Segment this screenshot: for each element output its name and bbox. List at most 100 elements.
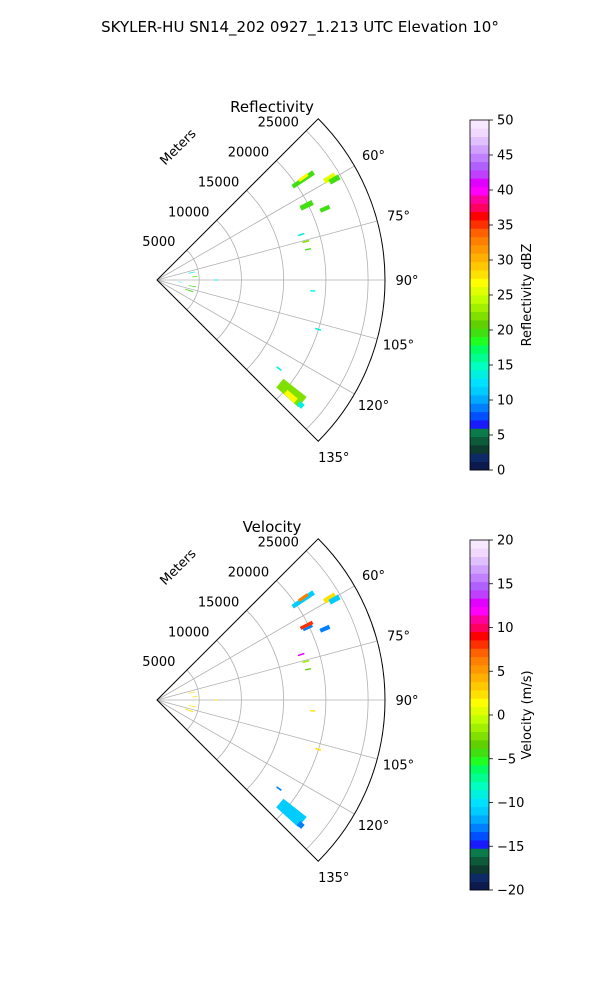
velocity-colorbar-tick-label: −20: [497, 884, 524, 899]
velocity-sector-frame: [156, 538, 386, 862]
velocity-azimuth-gridline-0: [156, 585, 355, 701]
velocity-echo: [299, 620, 314, 630]
velocity-azimuth-tick-label: 105°: [383, 759, 414, 774]
velocity-colorbar-tick-label: 20: [497, 534, 514, 549]
reflectivity-echo: [276, 378, 307, 408]
reflectivity-echo: [188, 285, 197, 288]
reflectivity-echo: [322, 172, 337, 184]
velocity-azimuth-gridline-4: [156, 699, 355, 815]
reflectivity-colorbar-segment: [470, 228, 489, 238]
velocity-azimuth-tick-label: 90°: [395, 694, 418, 709]
reflectivity-azimuth-tick-label: 75°: [387, 209, 410, 224]
reflectivity-panel: Reflectivity Meters 5000 10000 15000 20000 2…: [142, 98, 535, 479]
velocity-range-tick-label: 20000: [228, 566, 269, 581]
velocity-colorbar-segment: [470, 773, 489, 783]
velocity-colorbar-segment: [470, 740, 489, 749]
reflectivity-colorbar-segment: [470, 153, 489, 163]
velocity-echo: [302, 624, 313, 632]
reflectivity-echo: [297, 232, 305, 237]
reflectivity-echo: [319, 204, 331, 213]
velocity-colorbar-segment: [470, 615, 489, 624]
velocity-colorbar-segment: [470, 798, 489, 808]
reflectivity-echo: [304, 248, 312, 251]
velocity-echo: [302, 659, 310, 664]
reflectivity-colorbar-segment: [470, 236, 489, 246]
reflectivity-colorbar-segment: [470, 278, 489, 288]
velocity-colorbar-segment: [470, 790, 489, 799]
velocity-colorbar-segment: [470, 673, 489, 683]
velocity-colorbar-segment: [470, 881, 489, 891]
velocity-colorbar-segment: [470, 681, 489, 691]
reflectivity-colorbar-segment: [470, 386, 489, 396]
reflectivity-colorbar-segment: [470, 378, 489, 388]
reflectivity-colorbar-segment: [470, 336, 489, 346]
reflectivity-colorbar-segment: [470, 136, 489, 146]
velocity-colorbar-segment: [470, 548, 489, 558]
velocity-colorbar-tick-label: −15: [497, 840, 524, 855]
reflectivity-colorbar-tick-label: 50: [497, 114, 514, 129]
reflectivity-frame-outline: [156, 118, 386, 442]
reflectivity-colorbar-tick-label: 25: [497, 289, 514, 304]
velocity-panel: Velocity Meters 5000 10000 15000 20000 25000…: [142, 518, 535, 899]
reflectivity-colorbar-segment: [470, 270, 489, 279]
reflectivity-colorbar-segment: [470, 261, 489, 271]
reflectivity-colorbar-tick-label: 10: [497, 394, 514, 409]
velocity-colorbar-segment: [470, 598, 489, 608]
reflectivity-echo: [184, 288, 194, 293]
reflectivity-azimuth-gridline-1: [156, 220, 378, 281]
reflectivity-colorbar-segment: [470, 436, 489, 446]
reflectivity-colorbar-segment: [470, 395, 489, 404]
reflectivity-azimuth-tick-label: 120°: [358, 399, 389, 414]
reflectivity-colorbar: 0 5 10 15 20 25 30 35 40 45 50 Reflectivity dBZ: [469, 114, 535, 479]
reflectivity-range-tick-label: 10000: [168, 205, 209, 220]
reflectivity-colorbar-segment: [470, 445, 489, 454]
velocity-title: Velocity: [243, 518, 302, 536]
velocity-colorbar-segment: [470, 648, 489, 658]
velocity-echo: [304, 668, 312, 671]
velocity-colorbar-segment: [470, 631, 489, 641]
reflectivity-colorbar-segment: [470, 128, 489, 138]
velocity-echo: [184, 708, 194, 713]
reflectivity-colorbar-segment: [470, 203, 489, 213]
velocity-azimuth-tick-label: 135°: [318, 871, 349, 886]
velocity-azimuth-gridline-3: [156, 699, 378, 760]
velocity-colorbar-segment: [470, 731, 489, 741]
reflectivity-echo: [283, 389, 298, 403]
velocity-colorbar-tick-label: −5: [497, 752, 516, 767]
velocity-echo: [296, 821, 305, 829]
velocity-echo: [214, 699, 218, 701]
velocity-colorbar-tick-label: −10: [497, 796, 524, 811]
velocity-colorbar-tick-label: 0: [497, 709, 505, 724]
reflectivity-colorbar-label: Reflectivity dBZ: [520, 244, 535, 347]
velocity-colorbar-segment: [470, 823, 489, 833]
velocity-range-tick-label: 15000: [198, 595, 239, 610]
reflectivity-range-tick-label: 15000: [198, 175, 239, 190]
velocity-colorbar-segment: [470, 573, 489, 583]
reflectivity-colorbar-tick-label: 15: [497, 359, 514, 374]
reflectivity-echo: [310, 290, 316, 292]
reflectivity-echo: [178, 281, 183, 283]
reflectivity-echo: [299, 199, 314, 211]
reflectivity-colorbar-segment: [470, 145, 489, 154]
reflectivity-colorbar-segment: [470, 245, 489, 254]
velocity-colorbar-label: Velocity (m/s): [520, 670, 535, 759]
velocity-colorbar-segment: [470, 540, 489, 549]
reflectivity-azimuth-gridline-0: [156, 165, 355, 281]
reflectivity-range-tick-label: 5000: [142, 235, 175, 250]
reflectivity-colorbar-segment: [470, 461, 489, 471]
velocity-echo: [297, 593, 309, 602]
velocity-echo: [328, 594, 341, 605]
reflectivity-colorbar-segment: [470, 328, 489, 338]
velocity-echo: [322, 592, 337, 604]
reflectivity-colorbar-tick-label: 45: [497, 149, 514, 164]
velocity-colorbar-segment: [470, 840, 489, 849]
velocity-colorbar-tick-label: 15: [497, 577, 514, 592]
reflectivity-colorbar-segment: [470, 353, 489, 363]
velocity-range-tick-label: 10000: [168, 625, 209, 640]
velocity-echo: [315, 747, 322, 751]
velocity-colorbar-segment: [470, 698, 489, 708]
velocity-echo: [310, 710, 316, 712]
reflectivity-colorbar-segment: [470, 286, 489, 296]
reflectivity-azimuth-tick-label: 135°: [318, 451, 349, 466]
velocity-colorbar-segment: [470, 806, 489, 816]
